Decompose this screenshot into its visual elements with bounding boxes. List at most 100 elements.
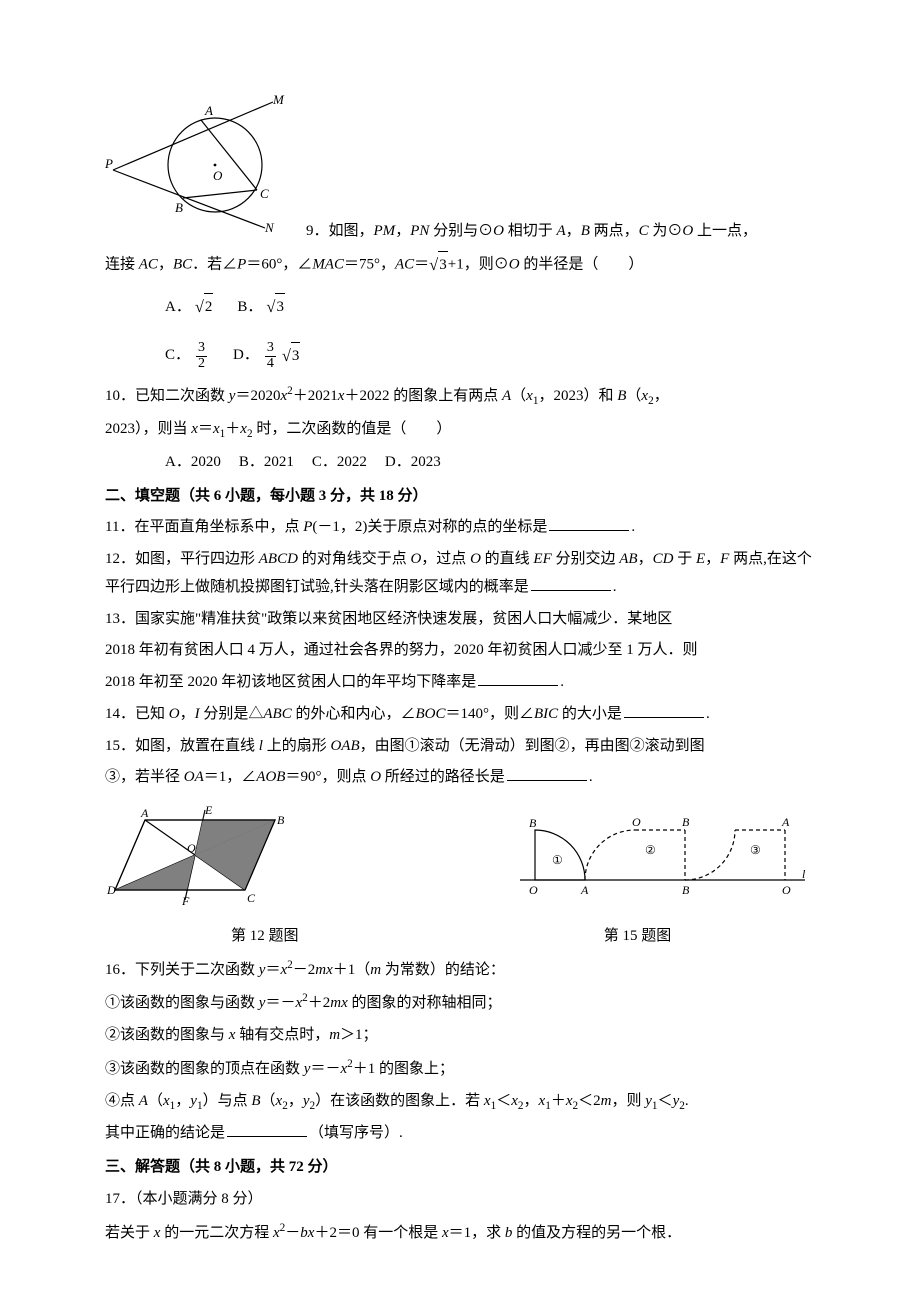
- opt-c: C．32: [165, 341, 209, 371]
- q14-c: 分别是△: [200, 706, 264, 722]
- q9-mac: MAC: [312, 256, 344, 272]
- q10-t1: ，: [654, 388, 669, 404]
- svg-text:③: ③: [750, 843, 761, 857]
- q10-opt-a: A．2020: [165, 449, 221, 477]
- q10-t2: 时，二次函数的值是（ ）: [253, 421, 452, 437]
- q10-line2: 2023），则当 x＝x1＋x2 时，二次函数的值是（ ）: [105, 416, 815, 445]
- section3-title: 三、解答题（共 8 小题，共 72 分）: [105, 1154, 815, 1182]
- q16-blank[interactable]: [227, 1122, 307, 1137]
- q9-a: A: [557, 223, 566, 239]
- q14-abc: ABC: [263, 706, 291, 722]
- q9-c: C: [639, 223, 649, 239]
- q10-plus: ＋: [225, 421, 240, 437]
- q15-l1: 15．如图，放置在直线 l 上的扇形 OAB，由图①滚动（无滑动）到图②，再由图…: [105, 733, 815, 761]
- svg-text:F: F: [181, 894, 190, 908]
- q9-line2: 连接 AC，BC．若∠P＝60°，∠MAC＝75°，AC＝√3+1，则⊙O 的半…: [105, 250, 815, 281]
- q17-body: 若关于 x 的一元二次方程 x2－bx＋2＝0 有一个根是 x＝1，求 b 的值…: [105, 1218, 815, 1248]
- q16-s4y2: y: [303, 1093, 310, 1109]
- q13-blank[interactable]: [478, 671, 558, 686]
- opt-b-label: B．: [237, 294, 262, 322]
- q16-s4a: ④点: [105, 1093, 139, 1109]
- opt-d-sqrt: √3: [282, 341, 301, 372]
- svg-text:B: B: [175, 200, 183, 215]
- q17-x3: x: [442, 1225, 449, 1241]
- q17-b: 若关于: [105, 1225, 154, 1241]
- q11-b: (－1，2)关于原点对称的点的坐标是: [312, 519, 547, 535]
- q16-s4x2c: x: [566, 1093, 573, 1109]
- svg-text:O: O: [529, 883, 538, 897]
- q10-opt-b: B．2021: [239, 449, 294, 477]
- q9-sqrt: √3: [429, 250, 448, 281]
- q16-p1: ＋1（: [333, 962, 371, 978]
- svg-text:B: B: [682, 815, 690, 829]
- section2-title: 二、填空题（共 6 小题，每小题 3 分，共 18 分）: [105, 483, 815, 511]
- svg-text:O: O: [187, 841, 196, 855]
- q16-s4lt: ＜: [496, 1093, 511, 1109]
- q11-c: .: [631, 519, 635, 535]
- q10-opt-c: C．2022: [312, 449, 367, 477]
- q9-block: A M P B C N O 9．如图，PM，PN 分别与⊙O 相切于 A，B 两…: [105, 90, 815, 246]
- q13-l2: 2018 年初有贫困人口 4 万人，通过社会各界的努力，2020 年初贫困人口减…: [105, 637, 815, 665]
- q12-a: 12．如图，平行四边形: [105, 551, 259, 567]
- q16-s4y1: y: [190, 1093, 197, 1109]
- q9-l2a: 连接: [105, 256, 139, 272]
- figure-row: A B C D E F O B O A O B B A O l: [105, 800, 815, 921]
- q14-blank[interactable]: [624, 703, 704, 718]
- q15-f: ＝90°，则点: [285, 769, 370, 785]
- q12-e: 分别交边: [552, 551, 620, 567]
- svg-text:O: O: [213, 168, 223, 183]
- q17-c: 的一元二次方程: [160, 1225, 273, 1241]
- opt-c-val: 32: [196, 341, 207, 371]
- q12-blank[interactable]: [531, 576, 611, 591]
- svg-text:N: N: [264, 220, 275, 235]
- q14: 14．已知 O，I 分别是△ABC 的外心和内心，∠BOC＝140°，则∠BIC…: [105, 701, 815, 729]
- opt-a-label: A．: [165, 294, 191, 322]
- q9-figure: A M P B C N O: [105, 90, 290, 246]
- q14-e: ＝140°，则∠: [446, 706, 535, 722]
- q17-x2: x: [273, 1225, 280, 1241]
- q16-s4p1: （: [148, 1093, 163, 1109]
- q10-x1b: x: [213, 421, 220, 437]
- q9-m4: 为⊙: [649, 223, 683, 239]
- q16-s2a: ②该函数的图象与: [105, 1027, 229, 1043]
- q15-e: ＝1，∠: [204, 769, 257, 785]
- q12-g: 于: [673, 551, 696, 567]
- q9-pn: PN: [410, 223, 429, 239]
- q16-s4x1: x: [163, 1093, 170, 1109]
- q12-F: F: [720, 551, 729, 567]
- q14-d: 的外心和内心，∠: [292, 706, 416, 722]
- q12-E: E: [696, 551, 705, 567]
- opt-c-label: C．: [165, 342, 190, 370]
- q10-a: 10．已知二次函数: [105, 388, 229, 404]
- q14-boc: BOC: [416, 706, 446, 722]
- q15-l2: ③，若半径 OA＝1，∠AOB＝90°，则点 O 所经过的路径长是.: [105, 764, 815, 792]
- q15-aob: AOB: [256, 769, 285, 785]
- q16-s3a: ③该函数的图象的顶点在函数: [105, 1061, 304, 1077]
- q17-head: 17．（本小题满分 8 分）: [105, 1186, 815, 1214]
- q9-bc: BC: [173, 256, 192, 272]
- svg-text:①: ①: [552, 853, 563, 867]
- q11-a: 11．在平面直角坐标系中，点: [105, 519, 303, 535]
- q9-svg: A M P B C N O: [105, 90, 290, 235]
- q16-concl: 其中正确的结论是（填写序号）.: [105, 1120, 815, 1148]
- q9-m5: 上一点，: [693, 223, 757, 239]
- q12-h: ，: [705, 551, 720, 567]
- q16-s1b: 的图象的对称轴相同；: [348, 995, 502, 1011]
- q9-o3: O: [509, 256, 520, 272]
- q11-blank[interactable]: [549, 516, 629, 531]
- q9-75: ＝75°，: [344, 256, 395, 272]
- q11: 11．在平面直角坐标系中，点 P(－1，2)关于原点对称的点的坐标是.: [105, 514, 815, 542]
- opt-b: B．√3: [237, 292, 285, 323]
- svg-text:A: A: [580, 883, 589, 897]
- q9-options-row2: C．32 D．34√3: [105, 341, 815, 372]
- q16-minus: －2: [293, 962, 316, 978]
- q13-l1: 13．国家实施"精准扶贫"政策以来贫困地区经济快速发展，贫困人口大幅减少．某地区: [105, 606, 815, 634]
- q10-c1: ，2023）和: [538, 388, 617, 404]
- svg-text:B: B: [277, 813, 285, 827]
- q16-s1eq: ＝－: [265, 995, 295, 1011]
- q16-s2m: m: [329, 1027, 340, 1043]
- q16-s4p4: ）在该函数的图象上．若: [315, 1093, 484, 1109]
- q15-blank[interactable]: [507, 766, 587, 781]
- q9-l2b: ．若∠: [192, 256, 237, 272]
- q12-o2: O: [470, 551, 481, 567]
